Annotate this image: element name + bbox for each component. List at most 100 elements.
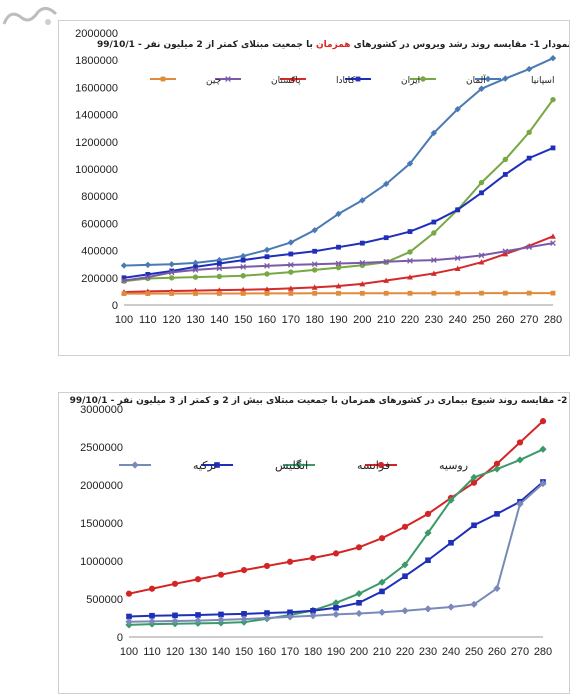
data-point bbox=[194, 576, 202, 583]
data-point bbox=[383, 235, 389, 241]
data-point bbox=[407, 257, 413, 264]
data-point bbox=[310, 607, 316, 614]
x-tick-label: 110 bbox=[143, 646, 161, 658]
data-point bbox=[526, 129, 532, 135]
data-point bbox=[526, 290, 532, 296]
data-point bbox=[447, 603, 455, 611]
data-point bbox=[448, 539, 454, 546]
x-tick-label: 210 bbox=[373, 646, 391, 658]
legend-label: اسپانیا bbox=[531, 76, 554, 86]
legend-item: چین bbox=[150, 76, 221, 86]
x-tick-label: 120 bbox=[166, 646, 184, 658]
data-point bbox=[401, 607, 409, 615]
data-point bbox=[287, 239, 295, 246]
data-point bbox=[402, 573, 408, 579]
data-point bbox=[311, 284, 318, 290]
data-point bbox=[286, 613, 294, 621]
data-point bbox=[263, 562, 271, 570]
data-point bbox=[240, 291, 246, 296]
data-point bbox=[550, 240, 556, 246]
legend-item: آلمان bbox=[410, 74, 486, 86]
data-point bbox=[193, 291, 198, 296]
data-point bbox=[287, 609, 293, 616]
legend-label: ایران bbox=[401, 76, 420, 86]
data-point bbox=[264, 254, 270, 260]
data-point bbox=[539, 418, 547, 425]
data-point bbox=[145, 272, 151, 277]
watermark-logo bbox=[2, 7, 58, 25]
data-point bbox=[525, 65, 533, 73]
legend-item: ایران bbox=[345, 76, 420, 86]
data-point bbox=[335, 260, 342, 267]
data-point bbox=[286, 558, 294, 565]
data-point bbox=[478, 252, 485, 259]
data-point bbox=[470, 479, 478, 486]
data-point bbox=[502, 290, 508, 296]
data-point-b bbox=[359, 259, 366, 266]
data-point bbox=[264, 286, 270, 292]
legend-marker bbox=[214, 462, 220, 468]
data-point bbox=[240, 264, 247, 270]
x-tick-label: 250 bbox=[465, 646, 483, 658]
title-highlight: همزمان bbox=[316, 40, 351, 50]
data-point-b bbox=[526, 244, 533, 251]
data-point bbox=[171, 580, 179, 587]
data-point bbox=[407, 290, 413, 296]
data-point bbox=[287, 262, 294, 268]
data-point bbox=[424, 510, 432, 517]
x-tick-label: 280 bbox=[544, 314, 562, 326]
data-point bbox=[241, 611, 247, 617]
data-point bbox=[144, 274, 151, 280]
data-point bbox=[355, 544, 363, 551]
data-point-b bbox=[144, 274, 151, 280]
data-point bbox=[355, 590, 363, 598]
data-point bbox=[335, 210, 342, 218]
data-point bbox=[424, 529, 432, 537]
legend-label: آلمان bbox=[466, 74, 486, 86]
data-point bbox=[502, 251, 509, 257]
data-point bbox=[431, 290, 437, 296]
data-point bbox=[455, 207, 461, 213]
data-point bbox=[502, 248, 509, 255]
data-point bbox=[478, 179, 485, 186]
data-point bbox=[359, 259, 366, 266]
data-point bbox=[332, 610, 340, 618]
data-point bbox=[516, 439, 524, 446]
data-point bbox=[516, 456, 524, 464]
data-point bbox=[382, 180, 390, 188]
data-point bbox=[494, 511, 500, 517]
x-tick-label: 200 bbox=[350, 646, 368, 658]
data-point bbox=[239, 252, 247, 260]
x-tick-label: 170 bbox=[282, 314, 300, 326]
data-point bbox=[168, 269, 175, 276]
data-point bbox=[401, 561, 409, 569]
data-point bbox=[378, 608, 386, 616]
data-point bbox=[216, 265, 223, 272]
y-tick-label: 500000 bbox=[86, 594, 123, 606]
y-tick-label: 400000 bbox=[81, 246, 118, 258]
data-point bbox=[195, 612, 201, 618]
x-tick-label: 140 bbox=[212, 646, 230, 658]
data-point bbox=[471, 522, 477, 529]
data-point bbox=[359, 281, 366, 287]
data-point-b bbox=[192, 267, 199, 273]
x-tick-label: 190 bbox=[327, 646, 345, 658]
data-point bbox=[378, 578, 386, 586]
legend-item: پاکستان bbox=[215, 76, 301, 86]
data-point bbox=[125, 590, 133, 597]
data-point bbox=[240, 273, 246, 279]
data-point bbox=[264, 610, 270, 616]
data-point bbox=[430, 129, 438, 137]
legend-item: ترکیه bbox=[119, 459, 217, 472]
x-tick-label: 110 bbox=[139, 314, 157, 326]
legend-label: انگلیس bbox=[275, 459, 308, 472]
data-point bbox=[359, 240, 365, 246]
legend-marker bbox=[160, 76, 166, 82]
data-point bbox=[539, 445, 547, 453]
x-tick-label: 250 bbox=[472, 314, 490, 326]
data-point bbox=[311, 227, 318, 234]
x-tick-label: 260 bbox=[496, 314, 514, 326]
data-point bbox=[240, 615, 248, 623]
data-point bbox=[407, 229, 413, 234]
data-point bbox=[470, 600, 478, 608]
